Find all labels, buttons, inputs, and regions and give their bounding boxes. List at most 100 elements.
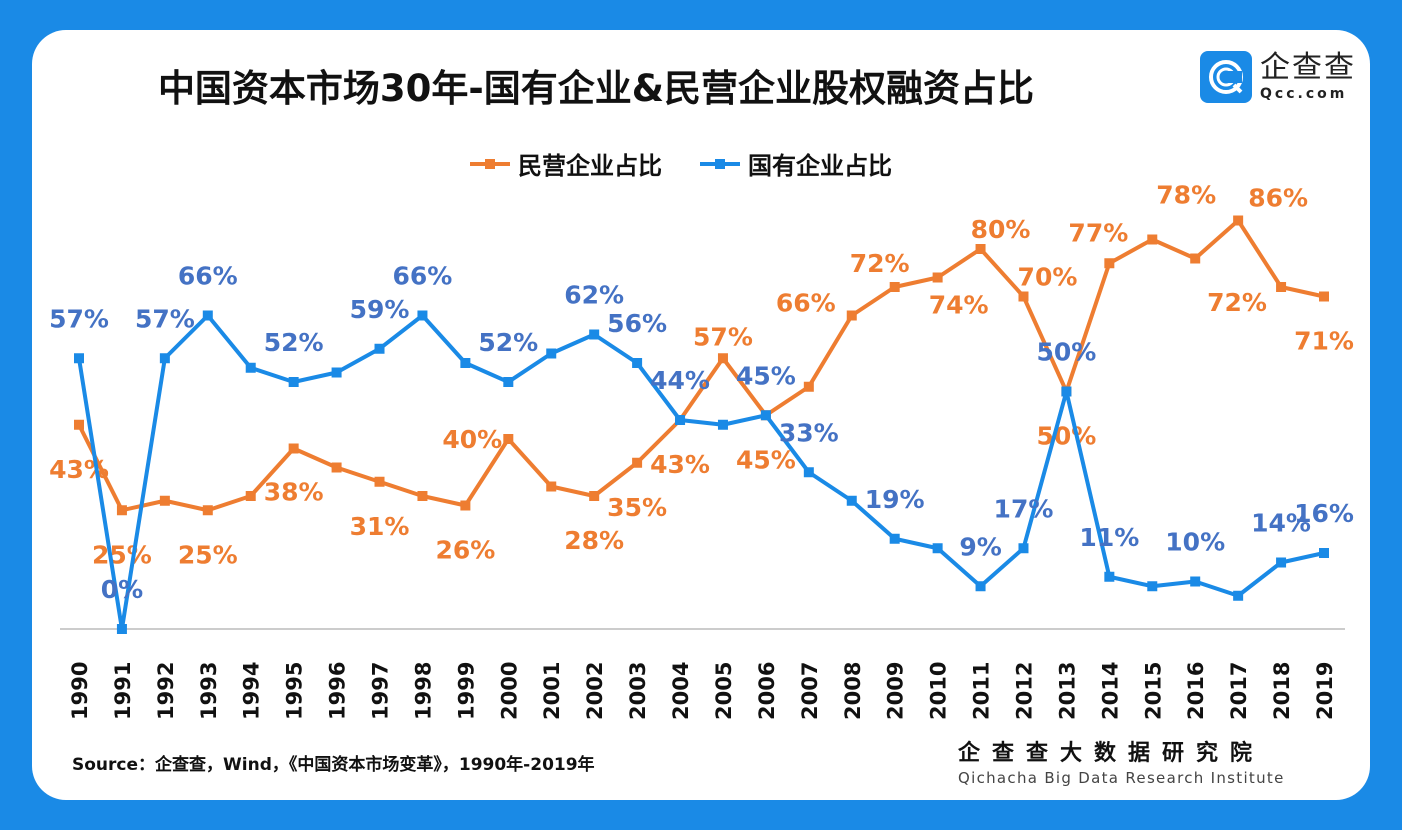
- data-label: 71%: [1294, 327, 1354, 356]
- x-tick-label: 2019: [1313, 662, 1337, 720]
- data-label: 52%: [478, 328, 538, 357]
- chart-card: [32, 30, 1370, 800]
- chart-title: 中国资本市场30年-国有企业&民营企业股权融资占比: [157, 67, 1035, 110]
- data-label: 33%: [779, 418, 839, 447]
- x-tick-label: 2007: [798, 662, 822, 720]
- x-tick-label: 2015: [1141, 662, 1165, 720]
- data-point-marker: [1190, 576, 1201, 587]
- x-tick-label: 2011: [970, 662, 994, 720]
- data-point-marker: [803, 467, 814, 478]
- data-point-marker: [1061, 386, 1072, 397]
- data-point-marker: [675, 415, 686, 425]
- data-label: 43%: [650, 450, 710, 479]
- x-tick-label: 1998: [411, 662, 435, 720]
- data-label: 66%: [178, 262, 238, 291]
- legend-label-private: 民营企业占比: [518, 152, 662, 180]
- data-label: 56%: [607, 309, 667, 338]
- data-point-marker: [288, 377, 299, 387]
- data-label: 52%: [264, 328, 324, 357]
- data-label: 9%: [959, 532, 1001, 561]
- x-tick-label: 1997: [369, 662, 393, 720]
- x-tick-label: 2010: [927, 662, 951, 720]
- data-point-marker: [1147, 581, 1158, 592]
- data-point-marker: [932, 272, 943, 283]
- x-tick-label: 1991: [111, 662, 135, 720]
- institute: 企查查大数据研究院 Qichacha Big Data Research Ins…: [958, 735, 1285, 787]
- data-point-marker: [245, 362, 256, 373]
- institute-cn: 企查查大数据研究院: [958, 741, 1265, 766]
- data-label: 40%: [442, 425, 502, 454]
- x-tick-label: 2014: [1098, 662, 1122, 720]
- data-point-marker: [288, 443, 299, 454]
- data-label: 77%: [1068, 218, 1128, 247]
- data-point-marker: [331, 367, 342, 378]
- legend-label-state: 国有企业占比: [748, 152, 892, 180]
- data-point-marker: [159, 353, 170, 364]
- data-label: 25%: [178, 540, 238, 569]
- data-point-marker: [1233, 215, 1244, 226]
- source-note: Source：企查查，Wind，《中国资本市场变革》，1990年-2019年: [72, 755, 595, 775]
- data-label: 74%: [929, 291, 989, 320]
- data-point-marker: [717, 419, 728, 430]
- data-label: 31%: [350, 512, 410, 541]
- data-label: 59%: [350, 295, 410, 324]
- data-point-marker: [1190, 253, 1201, 264]
- data-point-marker: [245, 491, 256, 501]
- data-point-marker: [1276, 557, 1287, 568]
- data-point-marker: [932, 543, 943, 554]
- qcc-logo: 企查查 Qcc.com: [1200, 51, 1356, 103]
- data-point-marker: [846, 310, 857, 321]
- x-tick-label: 2003: [626, 662, 650, 720]
- data-point-marker: [975, 244, 986, 254]
- data-point-marker: [1233, 590, 1244, 601]
- data-point-marker: [589, 329, 600, 340]
- logo-en-text: Qcc.com: [1260, 86, 1348, 102]
- x-tick-label: 2008: [841, 662, 865, 720]
- x-tick-label: 2017: [1227, 662, 1251, 720]
- data-point-marker: [417, 310, 428, 321]
- data-point-marker: [1018, 543, 1029, 554]
- data-label: 78%: [1156, 181, 1216, 210]
- data-point-marker: [374, 476, 385, 487]
- data-label: 44%: [650, 366, 710, 395]
- data-point-marker: [589, 491, 600, 501]
- data-label: 57%: [693, 322, 753, 351]
- x-tick-label: 2018: [1270, 662, 1294, 720]
- series-line-state: [77, 313, 1325, 631]
- data-point-marker: [159, 495, 170, 506]
- data-point-marker: [889, 533, 900, 544]
- x-tick-label: 2004: [669, 662, 693, 720]
- data-point-marker: [202, 505, 213, 516]
- data-label: 19%: [865, 485, 925, 514]
- data-label: 45%: [736, 445, 796, 474]
- data-label: 50%: [1036, 422, 1096, 451]
- x-tick-label: 1992: [154, 662, 178, 720]
- x-tick-label: 1996: [326, 662, 350, 720]
- x-tick-label: 2006: [755, 662, 779, 720]
- x-tick-label: 2005: [712, 662, 736, 720]
- data-point-marker: [460, 358, 471, 368]
- data-point-marker: [74, 419, 84, 430]
- data-point-marker: [546, 481, 557, 492]
- data-point-marker: [1319, 548, 1329, 558]
- data-label: 25%: [92, 540, 152, 569]
- x-tick-label: 1995: [283, 662, 307, 720]
- data-point-marker: [503, 377, 514, 387]
- data-label: 17%: [994, 494, 1054, 523]
- data-point-marker: [1104, 258, 1115, 269]
- x-tick-label: 2009: [884, 662, 908, 720]
- data-point-marker: [1319, 291, 1329, 302]
- x-tick-label: 1999: [454, 662, 478, 720]
- data-point-marker: [803, 381, 814, 392]
- data-point-marker: [1276, 282, 1287, 292]
- data-point-marker: [1104, 571, 1115, 582]
- data-label: 45%: [736, 361, 796, 390]
- data-label: 66%: [776, 289, 836, 318]
- qcc-logo-icon: [1200, 51, 1252, 103]
- data-label: 38%: [264, 478, 324, 507]
- data-point-marker: [975, 581, 986, 592]
- x-tick-label: 2016: [1184, 662, 1208, 720]
- x-tick-label: 2013: [1055, 662, 1079, 720]
- data-label: 70%: [1018, 263, 1078, 292]
